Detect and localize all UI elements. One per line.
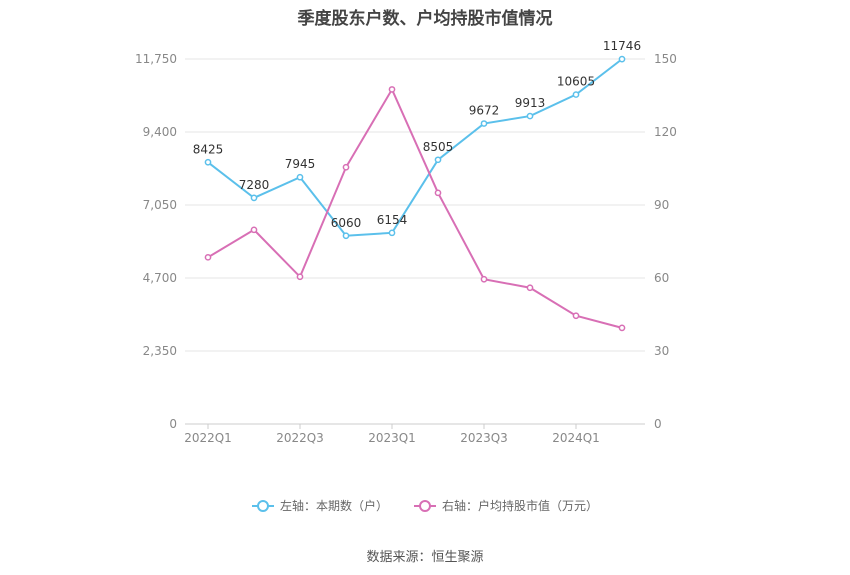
series-point-0 bbox=[618, 55, 626, 63]
data-label: 9672 bbox=[469, 104, 500, 118]
grid-layer bbox=[185, 58, 645, 425]
data-label: 8425 bbox=[193, 142, 224, 156]
series-point-1 bbox=[388, 86, 396, 93]
y-right-tick-label: 150 bbox=[654, 52, 677, 66]
legend-label-holders: 左轴：本期数（户） bbox=[279, 499, 388, 513]
series-point-1 bbox=[204, 253, 212, 261]
series-point-0 bbox=[388, 229, 396, 237]
series-point-1 bbox=[526, 284, 534, 292]
series-point-0 bbox=[434, 156, 442, 164]
legend-swatch-avg-value bbox=[414, 499, 436, 512]
series-point-0 bbox=[572, 91, 580, 98]
series-point-0 bbox=[480, 120, 488, 127]
y-left-tick-label: 7,050 bbox=[143, 198, 177, 212]
data-label: 11746 bbox=[603, 39, 641, 53]
y-left-tick-label: 0 bbox=[169, 417, 177, 431]
y-right-tick-label: 120 bbox=[654, 125, 677, 139]
y-left-tick-label: 11,750 bbox=[135, 52, 177, 66]
series-point-1 bbox=[618, 324, 626, 332]
y-left-tick-label: 2,350 bbox=[143, 344, 177, 358]
data-label: 8505 bbox=[423, 140, 454, 154]
y-right-tick-label: 60 bbox=[654, 271, 669, 285]
series-point-0 bbox=[204, 158, 212, 166]
axis-layer: 0 2,350 4,700 7,050 9,400 11,750 0 30 60 90 120 150… bbox=[135, 52, 677, 445]
y-right-tick-label: 0 bbox=[654, 417, 662, 431]
x-tick-label: 2024Q1 bbox=[552, 431, 600, 445]
data-label: 6060 bbox=[331, 216, 362, 230]
series-point-0 bbox=[296, 173, 304, 181]
x-tick-label: 2023Q1 bbox=[368, 431, 416, 445]
y-right-tick-label: 90 bbox=[654, 198, 669, 212]
series-point-0 bbox=[342, 232, 350, 240]
chart-legend: 左轴：本期数（户） 右轴：户均持股市值（万元） bbox=[0, 497, 850, 514]
legend-item-avg-value[interactable]: 右轴：户均持股市值（万元） bbox=[414, 497, 598, 514]
series-point-1 bbox=[572, 312, 580, 320]
legend-label-avg-value: 右轴：户均持股市值（万元） bbox=[442, 499, 599, 513]
data-label: 6154 bbox=[377, 213, 408, 227]
series-point-1 bbox=[250, 226, 258, 234]
data-source: 数据来源：恒生聚源 bbox=[366, 550, 484, 565]
x-tick-label: 2023Q3 bbox=[460, 431, 508, 445]
y-left-tick-label: 4,700 bbox=[143, 271, 177, 285]
series-point-1 bbox=[342, 163, 350, 171]
chart-title: 季度股东户数、户均持股市值情况 bbox=[297, 9, 553, 29]
series-point-1 bbox=[296, 273, 304, 281]
data-label: 10605 bbox=[557, 75, 595, 89]
x-tick-label: 2022Q1 bbox=[184, 431, 232, 445]
series-line-0 bbox=[207, 58, 623, 237]
series-point-1 bbox=[434, 189, 442, 197]
data-label: 7280 bbox=[239, 178, 270, 192]
series-point-1 bbox=[480, 275, 488, 283]
data-label-layer: 8425 7280 7945 6060 6154 8505 9672 9913 10605 117… bbox=[193, 39, 641, 230]
y-right-tick-label: 30 bbox=[654, 344, 669, 358]
series-point-0 bbox=[250, 194, 258, 202]
series-point-0 bbox=[526, 112, 534, 120]
legend-swatch-holders bbox=[251, 499, 274, 512]
x-tick-label: 2022Q3 bbox=[276, 431, 324, 445]
y-left-tick-label: 9,400 bbox=[143, 125, 177, 139]
series-layer bbox=[204, 55, 626, 332]
series-line-1 bbox=[207, 87, 623, 329]
data-label: 9913 bbox=[515, 96, 546, 110]
legend-item-holders[interactable]: 左轴：本期数（户） bbox=[251, 497, 388, 514]
data-label: 7945 bbox=[285, 157, 316, 171]
